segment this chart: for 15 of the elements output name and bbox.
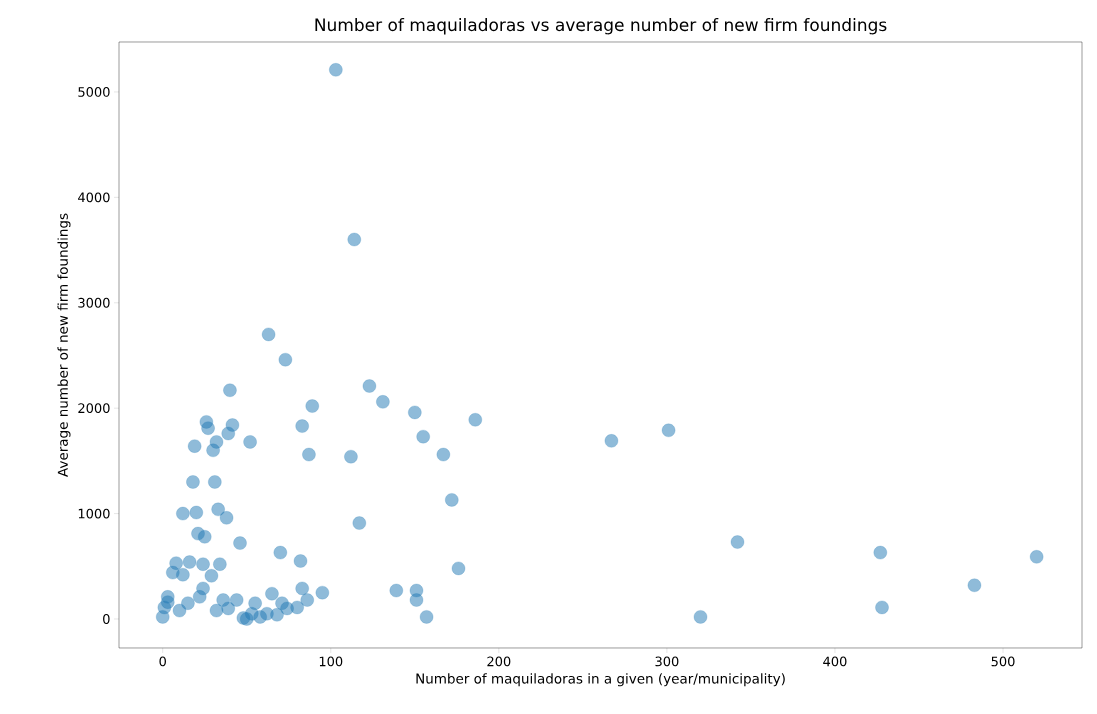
y-tick-label: 5000 [78, 87, 110, 97]
x-tick-label: 500 [991, 656, 1015, 667]
y-axis-title: Average number of new firm foundings [57, 213, 71, 477]
y-tick-label: 1000 [78, 508, 110, 519]
x-tick-label: 0 [159, 656, 166, 667]
y-tick-label: 2000 [78, 403, 110, 414]
x-tick-label: 100 [319, 656, 343, 667]
x-tick-label: 200 [487, 656, 511, 667]
y-tick-label: 4000 [78, 192, 110, 203]
x-axis-title: Number of maquiladoras in a given (year/municipality) [416, 673, 785, 687]
chart-title: Number of maquiladoras vs average number of new firm foundings [315, 18, 887, 35]
y-tick-label: 0 [103, 614, 110, 624]
x-tick-label: 400 [823, 656, 847, 667]
y-tick-label: 3000 [78, 297, 110, 308]
x-tick-label: 300 [655, 656, 679, 667]
